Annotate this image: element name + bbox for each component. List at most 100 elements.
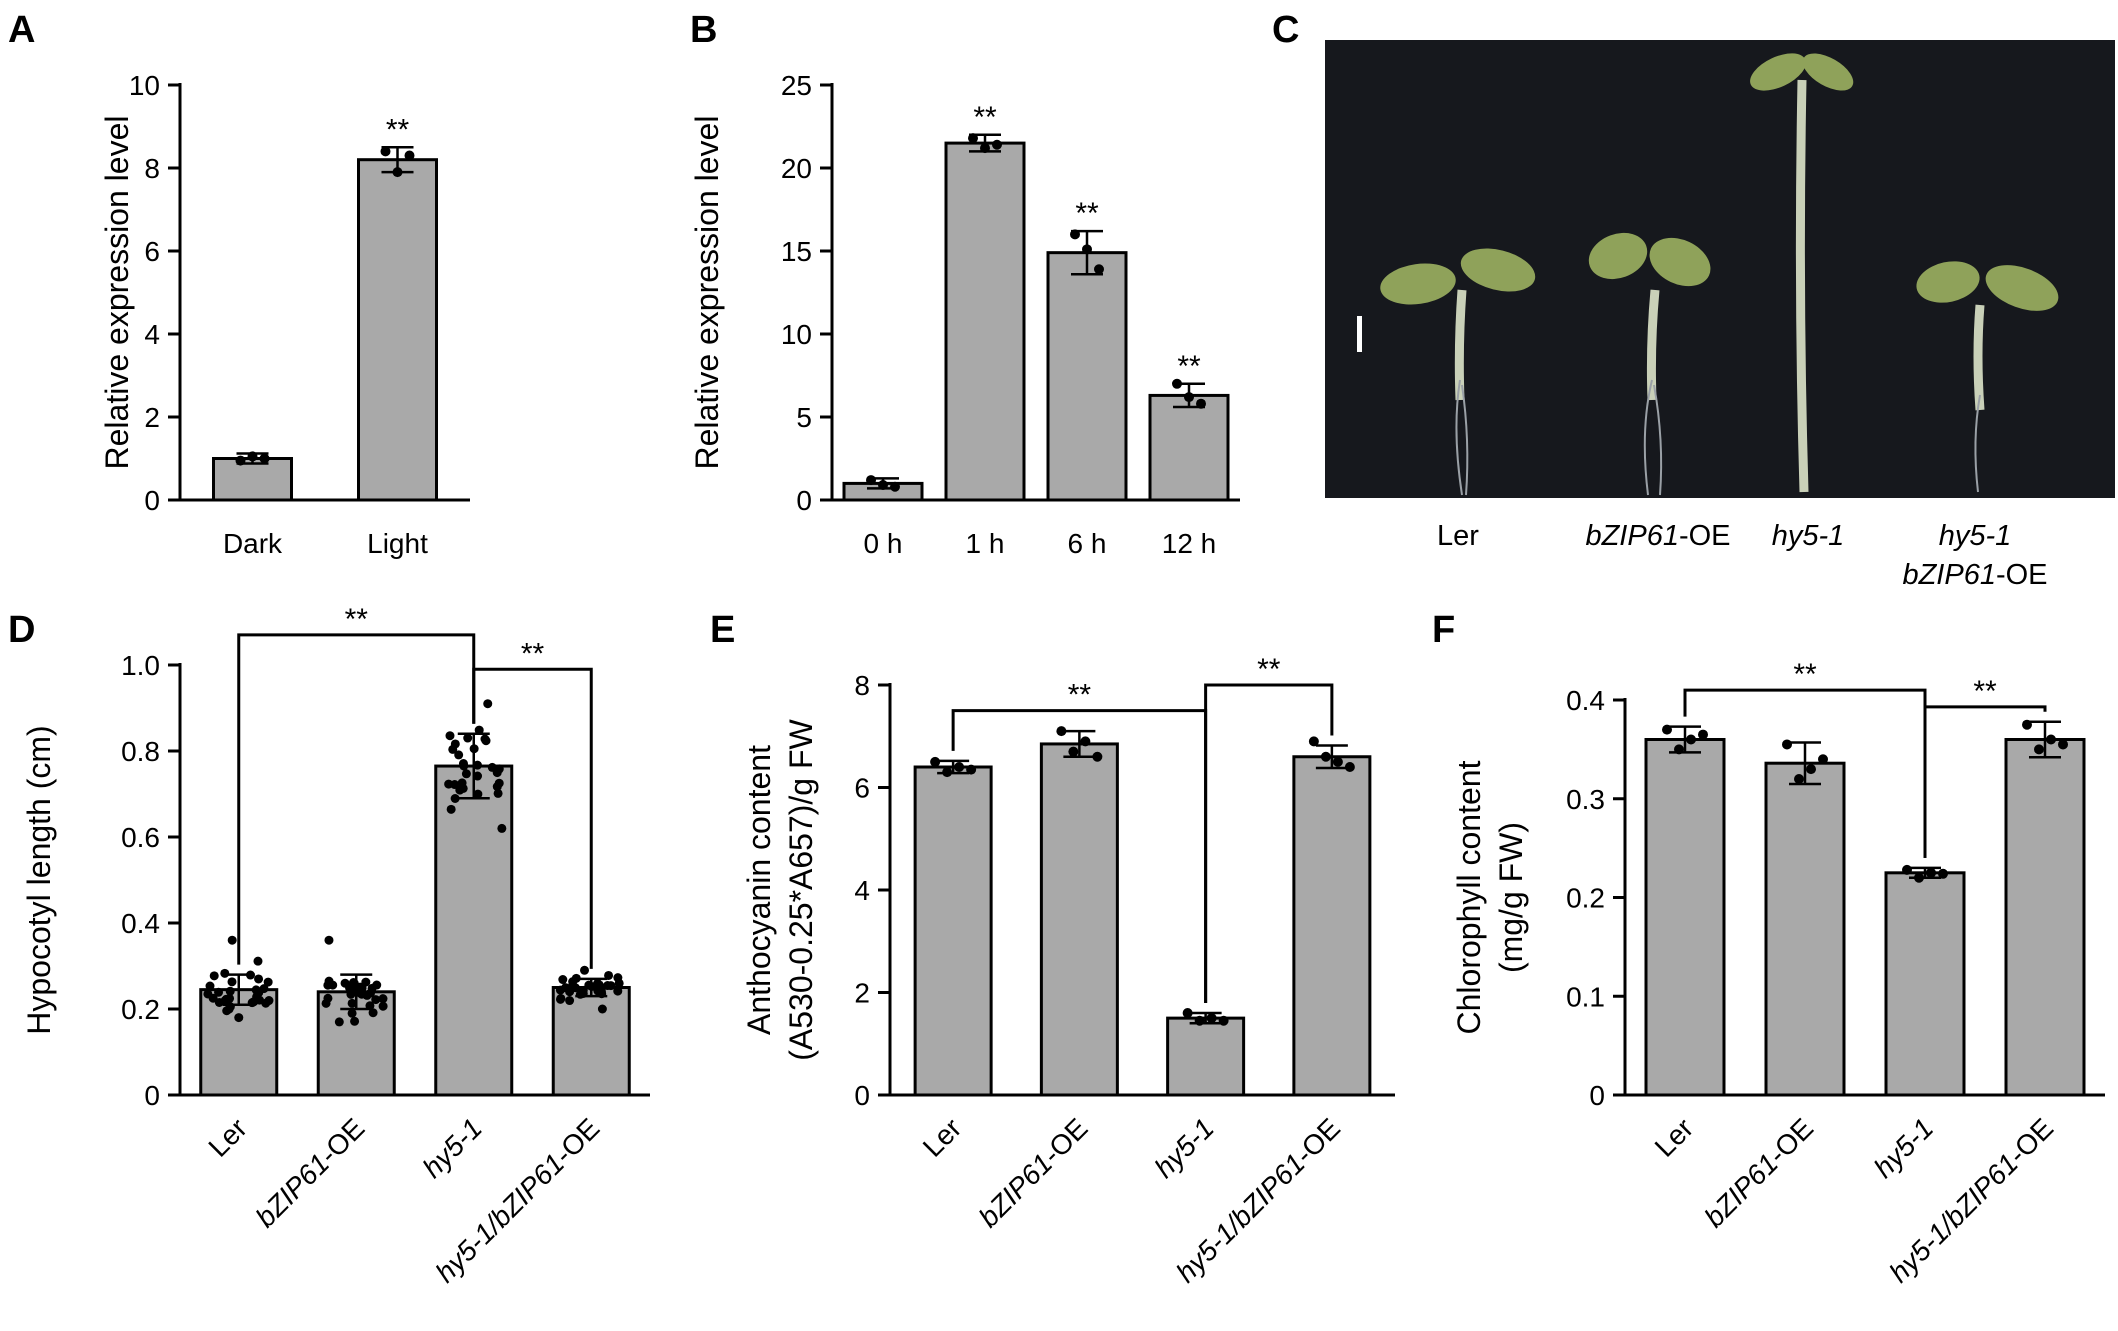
data-point	[497, 823, 507, 833]
data-point	[450, 739, 460, 749]
y-tick-label: 0	[854, 1080, 870, 1111]
data-point	[1094, 264, 1104, 275]
data-point	[463, 733, 473, 743]
data-point	[404, 150, 415, 161]
data-point	[1182, 1008, 1193, 1018]
data-point	[380, 146, 391, 157]
significance-label: **	[973, 101, 997, 134]
y-tick-label: 0.6	[121, 822, 160, 853]
x-tick-label-ler: Ler	[1649, 1112, 1700, 1163]
seedling-hy5-1-bzip61-oe	[1916, 261, 2059, 493]
y-axis-label: Anthocyanin content	[741, 745, 777, 1035]
y-tick-label: 0.4	[1566, 685, 1605, 716]
data-point	[1082, 244, 1092, 255]
y-tick-label: 0	[796, 485, 812, 516]
bar-12-h	[1148, 393, 1230, 502]
data-point	[1308, 736, 1319, 747]
data-point	[968, 133, 978, 144]
data-point	[571, 973, 581, 983]
y-tick-label: 1.0	[121, 650, 160, 681]
y-tick-label: 20	[781, 153, 812, 184]
significance-bracket	[1204, 683, 1334, 1003]
data-point	[208, 993, 218, 1003]
data-point	[205, 981, 215, 991]
data-point	[493, 788, 503, 798]
data-point	[1320, 751, 1331, 762]
x-tick-label-hy5-1: hy5-1	[1868, 1112, 1939, 1183]
data-point	[597, 1004, 607, 1014]
data-point	[866, 475, 876, 486]
data-point	[345, 983, 355, 993]
data-point	[890, 481, 900, 492]
data-point	[1938, 868, 1948, 879]
significance-label: **	[386, 113, 410, 146]
photo-label-ler: Ler	[1437, 520, 1479, 552]
chart-d: 0 0.2 0.4 0.6 0.8 1.0 Hypocotyl length (cm) Ler…	[21, 603, 650, 1288]
data-point	[954, 762, 965, 772]
data-point	[1092, 751, 1103, 762]
seedling-bzip61-oe	[1588, 232, 1711, 496]
photo-label-hy5-1-bzip61-oe: hy5-1	[1939, 520, 2012, 552]
y-axis-label: Hypocotyl length (cm)	[21, 725, 57, 1034]
bracket-significance-label: **	[345, 603, 369, 636]
data-point	[444, 779, 454, 789]
bracket-significance-label: **	[1068, 679, 1092, 712]
y-axis-label-line2: (A530-0.25*A657)/g FW	[783, 718, 819, 1060]
data-point	[492, 768, 502, 778]
y-tick-label: 25	[781, 70, 812, 101]
data-point	[1080, 736, 1091, 747]
data-point	[483, 699, 493, 709]
data-point	[247, 451, 258, 462]
data-point	[1926, 867, 1936, 878]
data-point	[942, 767, 953, 778]
data-point	[473, 771, 483, 781]
seedling-ler	[1380, 248, 1536, 496]
data-point	[2022, 719, 2032, 730]
data-point	[930, 756, 941, 767]
data-point	[1218, 1015, 1229, 1026]
data-point	[1056, 726, 1067, 737]
chart-e: 0 2 4 6 8 Anthocyanin content (A530-0.25*A657)…	[741, 653, 1395, 1288]
y-tick-label: 0.4	[121, 908, 160, 939]
seedling-photo: Ler bZIP61-OE hy5-1 hy5-1 bZIP61-OE	[1325, 40, 2115, 591]
bar-light	[357, 158, 438, 502]
data-point	[555, 994, 565, 1004]
data-point	[347, 998, 357, 1008]
data-point	[1070, 229, 1080, 240]
chart-f: 0 0.1 0.2 0.3 0.4 Chlorophyll content (mg/g FW…	[1451, 658, 2105, 1288]
data-point	[580, 965, 590, 975]
data-point	[980, 143, 990, 154]
data-point	[225, 986, 235, 996]
data-point	[1344, 762, 1355, 772]
data-point	[2034, 744, 2044, 755]
bar-6-h	[1046, 251, 1128, 502]
data-point	[227, 935, 237, 945]
data-point	[567, 982, 577, 992]
bar-ler	[913, 765, 993, 1097]
data-point	[1206, 1013, 1217, 1024]
bracket-significance-label: **	[1793, 658, 1817, 691]
x-tick-label-light: Light	[367, 528, 428, 559]
data-point	[365, 1001, 375, 1011]
y-tick-label: 6	[144, 236, 160, 267]
data-point	[472, 760, 482, 770]
y-tick-label: 8	[144, 153, 160, 184]
bar-hy5-1-bzip61-oe	[1292, 755, 1372, 1097]
data-point	[473, 789, 483, 799]
data-point	[220, 968, 230, 978]
y-tick-label: 0.1	[1566, 981, 1605, 1012]
data-point	[235, 455, 246, 466]
chart-a: 0 2 4 6 8 10 Relative expression level Dark ** Li…	[99, 70, 470, 559]
y-tick-label: 2	[854, 978, 870, 1009]
chart-b: 0 5 10 15 20 25 Relative expression level 0 h **…	[689, 70, 1240, 559]
data-point	[450, 794, 460, 804]
y-tick-label: 0	[1589, 1080, 1605, 1111]
data-point	[234, 1013, 244, 1023]
data-point	[1806, 764, 1816, 775]
data-point	[481, 736, 491, 746]
data-point	[263, 977, 273, 987]
data-point	[324, 935, 334, 945]
panel-label-d: D	[8, 609, 35, 651]
data-point	[323, 993, 333, 1003]
